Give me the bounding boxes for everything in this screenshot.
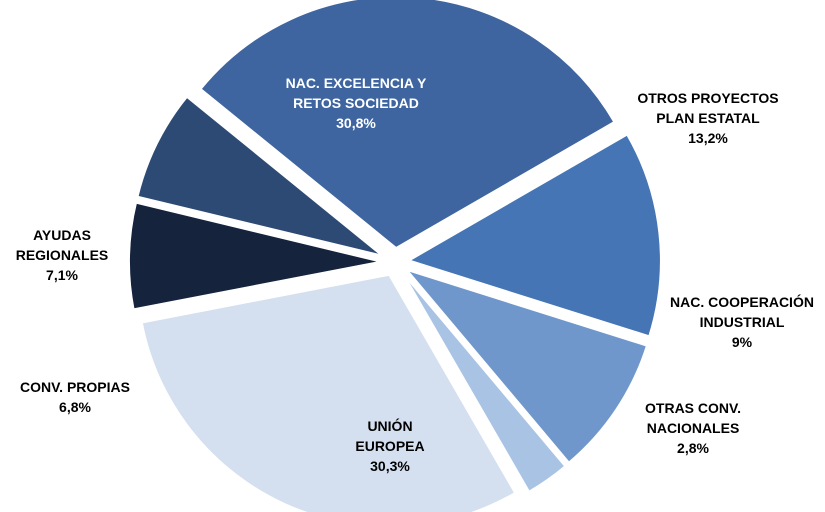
pie-slice	[136, 95, 384, 257]
pie-slice	[199, 0, 616, 250]
slice-value-label: 13,2%	[688, 130, 728, 146]
slice-category-label: NAC. EXCELENCIA Y	[286, 75, 427, 91]
pie-slice	[140, 273, 517, 512]
pie-slice	[402, 272, 567, 494]
slice-category-label: EUROPEA	[355, 438, 424, 454]
slice-value-label: 30,8%	[336, 115, 376, 131]
slice-value-label: 9%	[732, 334, 753, 350]
slice-category-label: REGIONALES	[16, 247, 109, 263]
slice-category-label: PLAN ESTATAL	[656, 110, 760, 126]
slice-category-label: AYUDAS	[33, 227, 91, 243]
pie-slices	[128, 0, 662, 512]
pie-slice	[406, 133, 662, 338]
slice-value-label: 7,1%	[46, 267, 78, 283]
slice-value-label: 30,3%	[370, 458, 410, 474]
slice-category-label: UNIÓN	[367, 417, 412, 434]
slice-category-label: OTRAS CONV.	[645, 400, 741, 416]
slice-value-label: 2,8%	[677, 440, 709, 456]
pie-labels: OTROS PROYECTOS PLAN ESTATAL 13,2% NAC. COO…	[16, 75, 814, 474]
slice-value-label: 6,8%	[59, 399, 91, 415]
slice-category-label: NAC. COOPERACIÓN	[670, 293, 814, 310]
slice-category-label: INDUSTRIAL	[700, 314, 785, 330]
pie-slice	[128, 201, 382, 311]
slice-category-label: RETOS SOCIEDAD	[293, 95, 419, 111]
pie-slice	[403, 267, 649, 464]
slice-category-label: CONV. PROPIAS	[20, 379, 130, 395]
slice-category-label: OTROS PROYECTOS	[637, 90, 778, 106]
slice-category-label: NACIONALES	[647, 420, 740, 436]
